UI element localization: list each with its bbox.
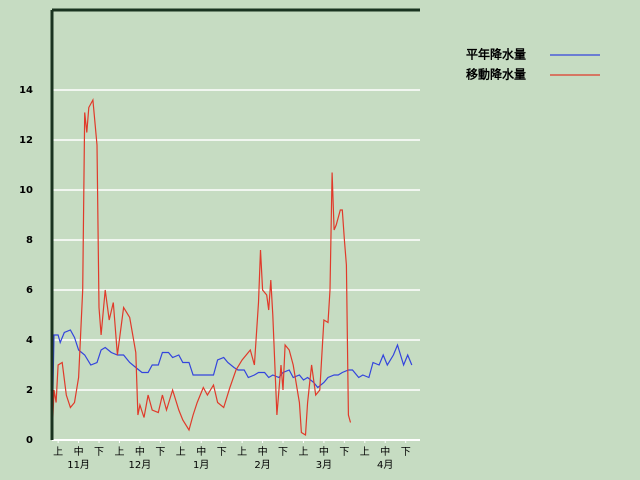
- x-tick-label: 中: [380, 445, 390, 458]
- y-tick-label: 14: [19, 85, 33, 96]
- x-tick-label: 上: [237, 446, 247, 458]
- x-tick-label: 下: [339, 447, 349, 458]
- x-tick-label: 下: [278, 447, 288, 458]
- x-tick-label: 下: [401, 447, 411, 458]
- x-tick-label: 上: [114, 446, 124, 458]
- x-tick-label: 中: [74, 445, 84, 458]
- month-label: 1月: [193, 459, 209, 471]
- y-tick-label: 4: [26, 335, 33, 346]
- month-label: 2月: [254, 459, 270, 471]
- x-tick-label: 中: [258, 445, 268, 458]
- month-label: 3月: [316, 459, 332, 471]
- x-tick-label: 下: [217, 447, 227, 458]
- y-tick-label: 6: [26, 285, 33, 296]
- month-label: 4月: [377, 459, 393, 471]
- y-tick-label: 10: [19, 185, 33, 196]
- series-line: [51, 97, 352, 441]
- month-label: 12月: [129, 459, 152, 471]
- y-tick-label: 2: [26, 385, 33, 396]
- x-tick-label: 中: [319, 445, 329, 458]
- series-line: [51, 329, 413, 441]
- month-label: 11月: [67, 459, 90, 471]
- x-tick-label: 中: [196, 445, 206, 458]
- x-tick-label: 上: [298, 446, 308, 458]
- x-tick-label: 中: [135, 445, 145, 458]
- x-tick-label: 上: [53, 446, 63, 458]
- legend-label: 移動降水量: [466, 67, 526, 82]
- y-tick-label: 0: [26, 435, 33, 446]
- y-tick-label: 12: [19, 135, 33, 146]
- x-tick-label: 上: [360, 446, 370, 458]
- x-tick-label: 上: [176, 446, 186, 458]
- legend-label: 平年降水量: [466, 47, 526, 62]
- y-tick-label: 8: [26, 235, 33, 246]
- x-tick-label: 下: [94, 447, 104, 458]
- x-tick-label: 下: [155, 447, 165, 458]
